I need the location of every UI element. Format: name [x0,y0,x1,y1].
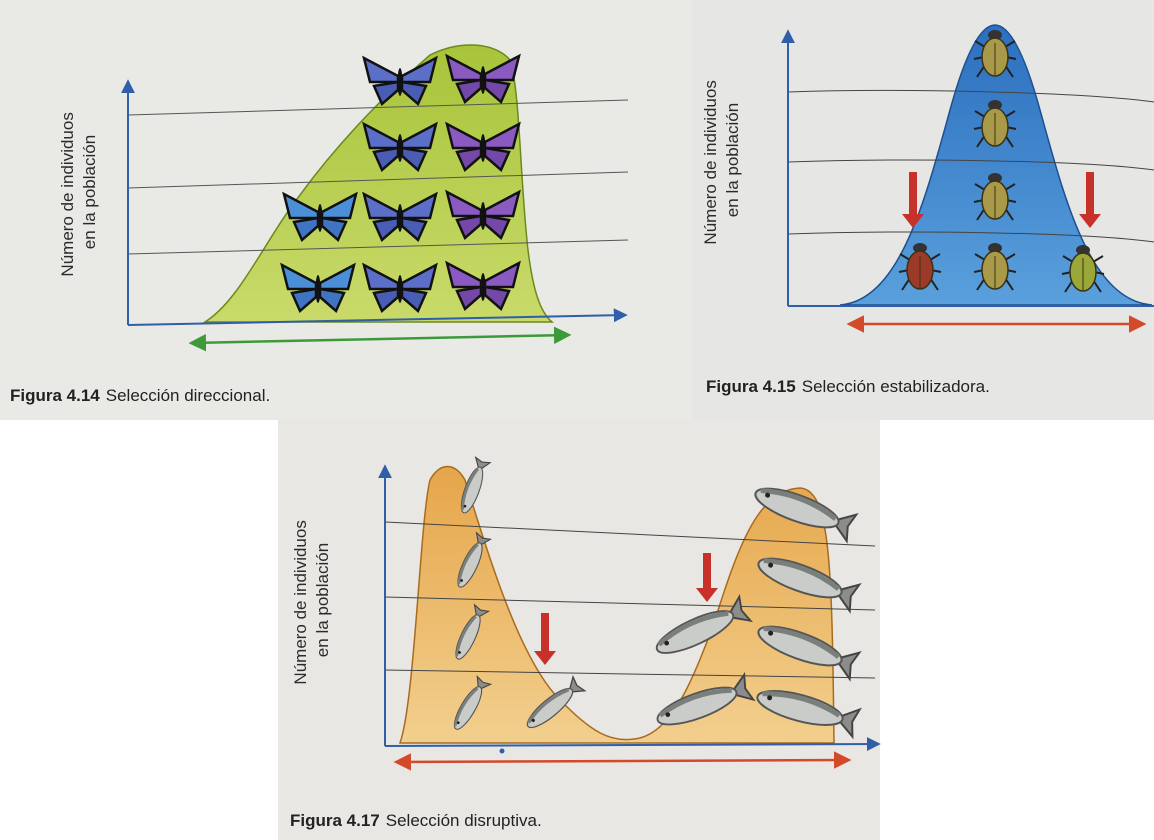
caption-number: Figura 4.15 [706,377,796,396]
caption-number: Figura 4.14 [10,386,100,405]
caption-text: Selección disruptiva. [386,811,542,830]
caption-text: Selección direccional. [106,386,270,405]
page: {"figures": [ {"y_axis_label": ["Número … [0,0,1154,840]
dot [500,749,505,754]
caption: Figura 4.17 Selección disruptiva. [290,811,542,830]
body [481,202,486,230]
y-axis-label-line: Número de individuos [58,112,77,276]
body [398,275,403,303]
caption: Figura 4.15 Selección estabilizadora. [706,377,990,396]
y-axis-label-line: Número de individuos [291,520,310,684]
y-axis-label-line: en la población [80,135,99,249]
caption-number: Figura 4.17 [290,811,380,830]
body [398,134,403,162]
body [318,204,323,232]
y-axis-label-line: Número de individuos [701,80,720,244]
body [481,273,486,301]
body [398,68,403,96]
selection-arrow [703,553,711,590]
caption: Figura 4.14 Selección direccional. [10,386,270,405]
body [398,204,403,232]
figure-sheet: Número de individuos en la población Fig… [0,0,1154,840]
body [481,66,486,94]
selection-arrow [1086,172,1094,216]
y-axis-label-line: en la población [313,543,332,657]
body [481,134,486,162]
caption-text: Selección estabilizadora. [802,377,990,396]
y-axis-label-line: en la población [723,103,742,217]
selection-arrow [909,172,917,216]
body [316,275,321,303]
selection-arrow [541,613,549,653]
